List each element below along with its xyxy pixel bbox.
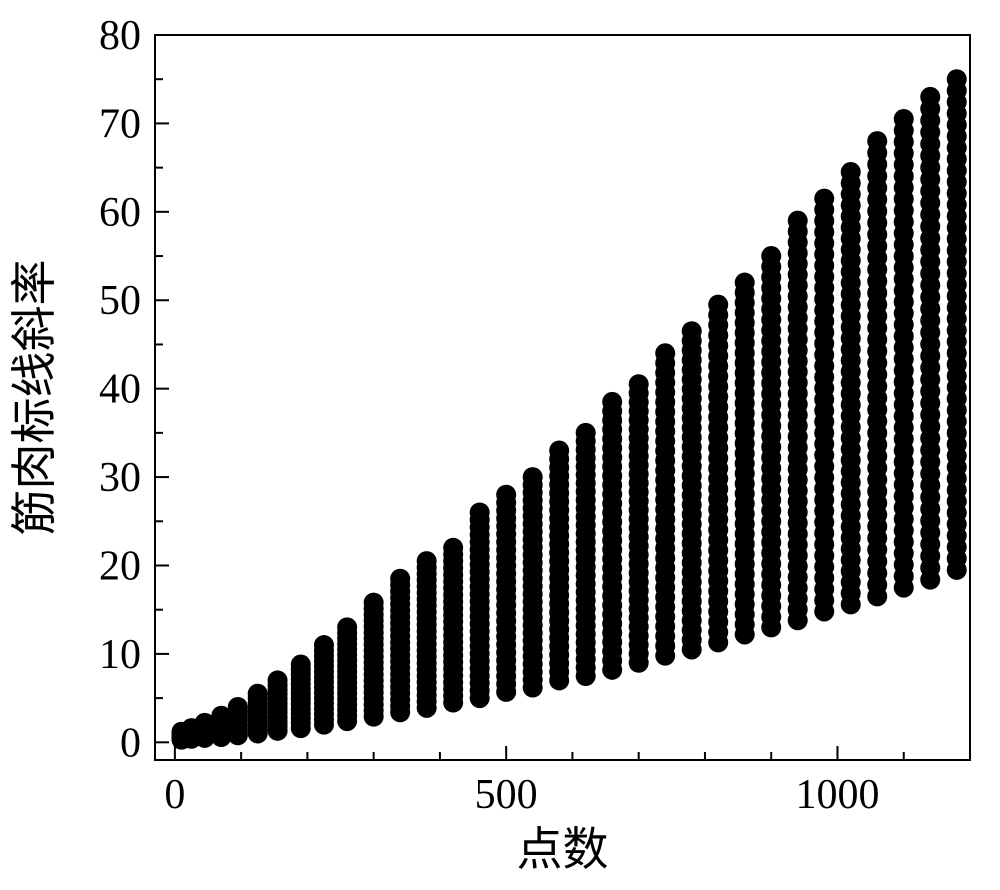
y-tick-label: 50 bbox=[99, 278, 141, 324]
x-tick-label: 500 bbox=[475, 772, 538, 818]
data-point bbox=[417, 551, 437, 571]
data-point bbox=[708, 295, 728, 315]
data-point bbox=[496, 485, 516, 505]
data-point bbox=[682, 321, 702, 341]
y-tick-label: 40 bbox=[99, 367, 141, 413]
x-axis-label: 点数 bbox=[517, 824, 609, 875]
data-point bbox=[470, 502, 490, 522]
data-point bbox=[655, 343, 675, 363]
chart-container: { "chart": { "type": "scatter", "width_p… bbox=[0, 0, 1000, 890]
data-point bbox=[549, 441, 569, 461]
data-point bbox=[248, 684, 268, 704]
scatter-chart: 0 500 1000 0 10 20 30 40 50 60 70 80 点数 筋肉标线斜率 bbox=[0, 0, 1000, 890]
data-point bbox=[602, 392, 622, 412]
data-point bbox=[268, 670, 288, 690]
data-point bbox=[920, 87, 940, 107]
data-point bbox=[629, 374, 649, 394]
data-point bbox=[390, 569, 410, 589]
y-tick-label: 60 bbox=[99, 190, 141, 236]
y-tick-label: 80 bbox=[99, 13, 141, 59]
x-tick-label: 1000 bbox=[795, 772, 879, 818]
data-point bbox=[523, 467, 543, 487]
data-point bbox=[867, 131, 887, 151]
data-point bbox=[228, 697, 248, 717]
y-tick-label: 20 bbox=[99, 543, 141, 589]
scatter-points bbox=[172, 69, 967, 749]
data-point bbox=[761, 246, 781, 266]
y-tick-label: 0 bbox=[120, 720, 141, 766]
data-point bbox=[314, 635, 334, 655]
data-point bbox=[735, 273, 755, 293]
y-tick-label: 10 bbox=[99, 632, 141, 678]
y-tick-label: 30 bbox=[99, 455, 141, 501]
data-point bbox=[443, 538, 463, 558]
data-point bbox=[337, 617, 357, 637]
y-axis-label: 筋肉标线斜率 bbox=[9, 260, 60, 536]
data-point bbox=[894, 109, 914, 129]
data-point bbox=[364, 593, 384, 613]
data-point bbox=[947, 69, 967, 89]
data-point bbox=[788, 211, 808, 231]
data-point bbox=[814, 189, 834, 209]
data-point bbox=[841, 162, 861, 182]
x-tick-label: 0 bbox=[164, 772, 185, 818]
data-point bbox=[291, 655, 311, 675]
data-point bbox=[576, 423, 596, 443]
y-tick-label: 70 bbox=[99, 101, 141, 147]
